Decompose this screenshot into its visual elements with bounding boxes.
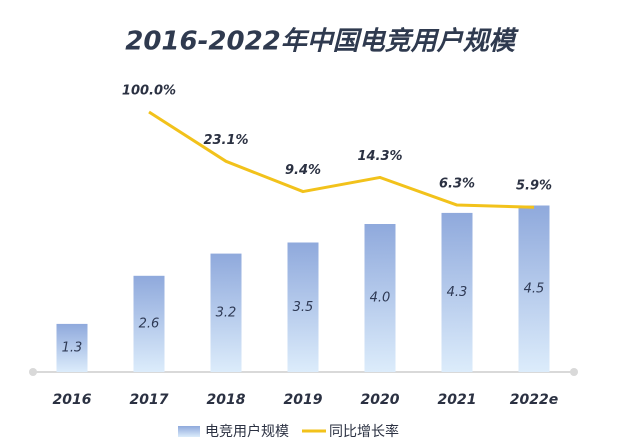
line-value-label: 14.3%: [357, 149, 402, 164]
bar-value-label: 4.5: [524, 281, 545, 296]
bar: [56, 323, 88, 372]
line-value-label: 6.3%: [439, 177, 475, 192]
chart-title: 2016-2022年中国电竞用户规模: [125, 27, 520, 57]
x-tick-label: 2019: [284, 392, 323, 408]
line-value-label: 9.4%: [285, 163, 321, 178]
bar-value-label: 1.3: [62, 340, 83, 355]
bar: [364, 224, 396, 372]
baseline-end: [29, 368, 37, 376]
legend-swatch: [178, 426, 200, 437]
legend-label: 电竞用户规模: [205, 423, 289, 440]
bar: [210, 253, 242, 372]
line-value-label: 23.1%: [203, 133, 248, 148]
bar: [518, 205, 550, 372]
x-tick-label: 2022e: [510, 392, 558, 408]
x-tick-label: 2021: [438, 392, 477, 408]
line-value-label: 100.0%: [122, 84, 176, 99]
bar-value-label: 2.6: [139, 316, 160, 331]
line: [148, 110, 535, 209]
x-tick-label: 2016: [53, 392, 92, 408]
bar: [133, 275, 165, 372]
bar-value-label: 3.5: [293, 300, 314, 315]
x-tick-label: 2020: [361, 392, 400, 408]
bar: [287, 242, 319, 372]
line-value-label: 5.9%: [516, 179, 552, 194]
bar-value-label: 4.0: [370, 291, 391, 306]
x-tick-label: 2017: [130, 392, 169, 408]
bar-value-label: 4.3: [447, 285, 468, 300]
x-tick-label: 2018: [207, 392, 246, 408]
legend-label: 同比增长率: [329, 423, 399, 440]
bar: [441, 212, 473, 372]
bar-value-label: 3.2: [216, 305, 237, 320]
baseline-end: [570, 368, 578, 376]
